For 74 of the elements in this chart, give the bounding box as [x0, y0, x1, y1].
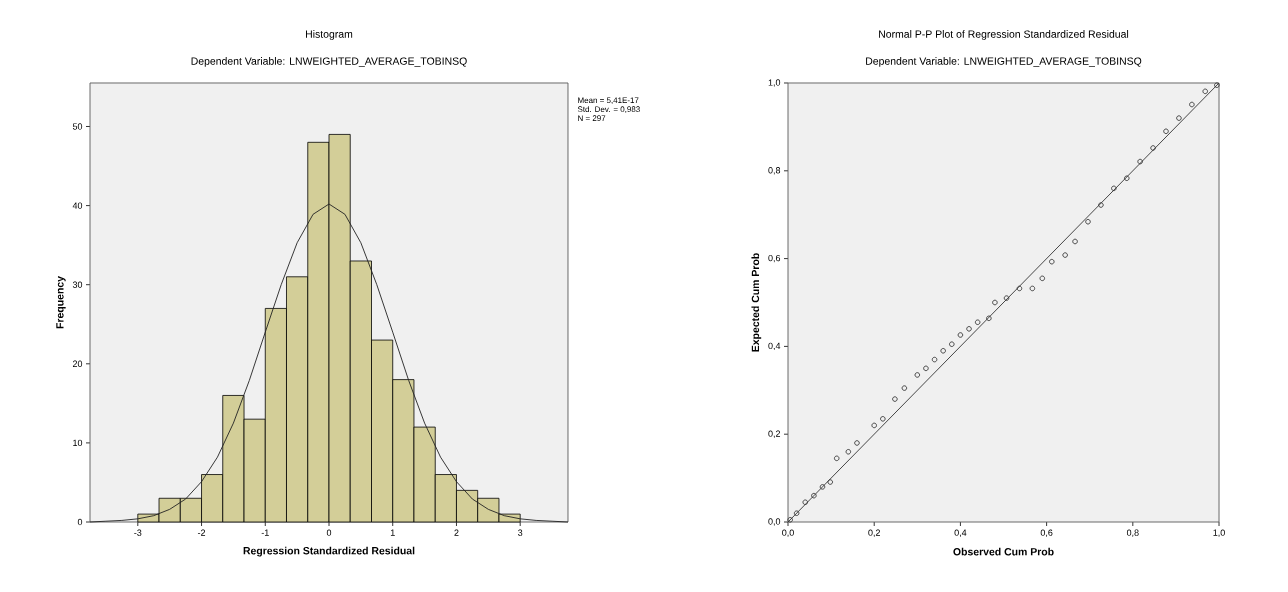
x-tick-label: -3: [134, 529, 142, 536]
point: [1098, 202, 1104, 208]
line-series: [89, 203, 569, 523]
y-tick-label: 1,0: [768, 79, 781, 87]
point: [914, 372, 921, 378]
point: [1111, 185, 1117, 192]
point: [1062, 252, 1068, 258]
point: [1137, 158, 1143, 165]
x-tick-label: 0,2: [868, 529, 880, 537]
point: [793, 510, 800, 516]
y-tick-label: 0,6: [768, 254, 781, 263]
point: [827, 479, 833, 485]
x-tick-label: 1: [390, 529, 395, 536]
point: [901, 385, 908, 391]
chart-title: Histogram: [306, 30, 353, 40]
point: [1049, 258, 1055, 265]
point: [1163, 128, 1169, 135]
point: [1085, 218, 1091, 225]
point: [845, 449, 852, 455]
point: [833, 455, 840, 462]
point: [1039, 275, 1046, 282]
x-tick-label: 0,8: [1126, 529, 1139, 537]
x-tick-label: -2: [197, 529, 206, 536]
x-tick-label: 0: [326, 529, 332, 536]
x-tick-label: 3: [518, 529, 523, 536]
y-tick-label: 30: [72, 281, 83, 288]
point: [880, 416, 886, 422]
point: [957, 332, 964, 338]
x-tick-label: 0,4: [954, 529, 967, 537]
x-tick-label: 2: [454, 529, 459, 536]
point: [1176, 115, 1182, 121]
point: [949, 341, 955, 347]
y-tick-label: 0: [77, 518, 83, 526]
x-tick-label: 1,0: [1213, 529, 1225, 537]
point: [940, 348, 946, 354]
y-tick-label: 0,0: [768, 518, 781, 526]
point: [1072, 238, 1078, 245]
point: [1029, 285, 1036, 292]
point: [787, 517, 793, 523]
y-tick-label: 20: [72, 360, 83, 367]
point: [1150, 145, 1156, 151]
point: [992, 299, 998, 306]
x-tick-label: 0,0: [782, 529, 794, 537]
y-tick-label: 0,2: [768, 430, 781, 438]
point: [1189, 101, 1195, 108]
point: [892, 396, 898, 402]
y-tick-label: 0,8: [768, 167, 781, 175]
point: [871, 422, 877, 429]
point: [1202, 88, 1208, 95]
chart-subtitle: Dependent Variable: LNWEIGHTED_AVERAGE_TOBINSQ: [191, 57, 467, 67]
x-axis-title: Regression Standardized Residual: [243, 546, 415, 557]
point: [974, 319, 981, 325]
point: [931, 356, 938, 363]
point: [1124, 175, 1130, 182]
point: [923, 365, 929, 372]
chart-title: Normal P-P Plot of Regression Standardized Residual: [879, 30, 1129, 40]
y-tick-label: 40: [72, 202, 83, 209]
point: [966, 326, 972, 332]
point: [1016, 285, 1023, 292]
x-tick-label: -1: [261, 529, 269, 536]
x-axis-title: Observed Cum Prob: [953, 547, 1054, 556]
point: [811, 492, 817, 499]
point: [819, 484, 826, 490]
x-tick-label: 0,6: [1040, 529, 1053, 537]
point: [802, 499, 808, 505]
y-axis-title: Expected Cum Prob: [751, 253, 762, 352]
y-tick-label: 0,4: [768, 342, 781, 351]
chart-subtitle: Dependent Variable: LNWEIGHTED_AVERAGE_TOBINSQ: [866, 57, 1142, 67]
point: [1003, 295, 1010, 301]
point: [986, 315, 992, 322]
y-tick-label: 10: [73, 439, 83, 447]
point: [854, 440, 860, 446]
y-axis-title: Frequency: [56, 276, 66, 329]
y-tick-label: 50: [72, 123, 83, 130]
